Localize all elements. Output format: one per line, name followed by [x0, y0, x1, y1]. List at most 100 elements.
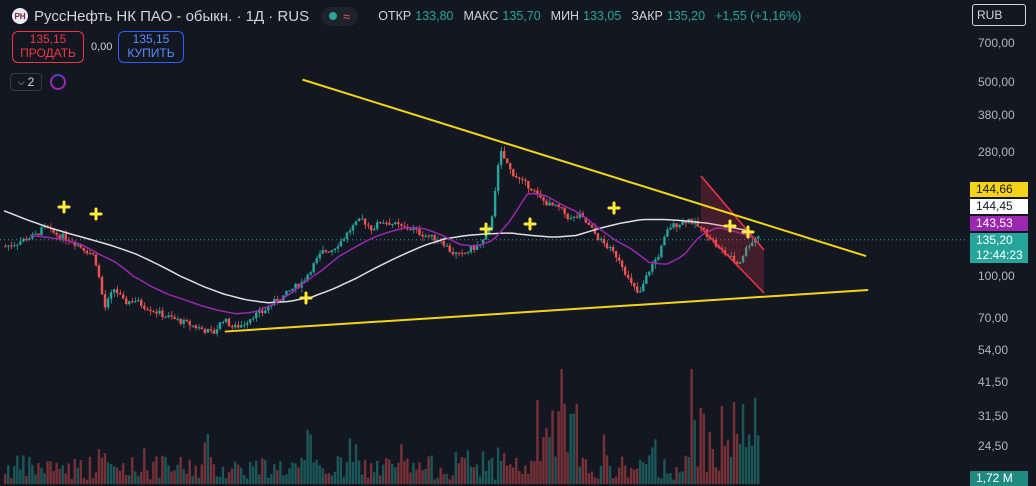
candle-body	[496, 165, 500, 191]
volume-bar	[10, 478, 13, 484]
volume-bar	[723, 445, 727, 484]
volume-bar	[439, 467, 442, 484]
candle-body	[481, 239, 485, 245]
crossover-marker-icon	[299, 291, 313, 305]
candle-body	[179, 318, 182, 324]
candle-body	[121, 294, 125, 299]
volume-bar	[536, 400, 539, 484]
candle-body	[206, 329, 210, 333]
candle-body	[85, 250, 89, 254]
volume-bar	[575, 403, 578, 484]
symbol-title[interactable]: РуссНефть НК ПАО - обыкн. · 1Д · RUS	[34, 7, 310, 25]
candle-body	[397, 222, 400, 225]
volume-bar	[448, 479, 451, 484]
volume-bar	[687, 456, 690, 484]
candle-body	[617, 257, 621, 261]
sell-label: ПРОДАТЬ	[20, 46, 76, 60]
volume-bar	[357, 460, 361, 484]
candle-body	[230, 326, 234, 328]
volume-bar	[245, 478, 249, 484]
candle-body	[146, 308, 149, 310]
last-price-badge: 135,20 12:44:23	[970, 233, 1028, 263]
candle-body	[155, 311, 158, 314]
candle-body	[52, 228, 55, 233]
market-open-icon	[329, 12, 338, 20]
candle-body	[149, 309, 152, 312]
volume-bar	[475, 464, 479, 484]
volume-bar	[239, 467, 243, 484]
candle-body	[242, 324, 246, 326]
candle-body	[131, 301, 134, 303]
volume-bar	[197, 477, 200, 484]
volume-bar	[626, 477, 630, 484]
buy-button[interactable]: 135,15 КУПИТЬ	[118, 31, 184, 63]
volume-bar	[43, 473, 46, 484]
volume-bar	[741, 403, 745, 484]
candle-body	[134, 301, 137, 303]
volume-bar	[13, 465, 16, 484]
candle-body	[750, 242, 754, 247]
volume-bar	[16, 455, 19, 484]
candle-body	[118, 293, 122, 295]
candle-body	[88, 253, 92, 255]
volume-bar	[496, 447, 500, 484]
currency-selector[interactable]: RUB	[972, 4, 1026, 26]
volume-bar	[97, 449, 101, 484]
descending-channel	[701, 176, 764, 293]
candle-body	[487, 229, 491, 234]
volume-bar	[545, 428, 548, 484]
volume-bar	[109, 464, 113, 484]
indicators-toggle[interactable]: ⌵ 2	[10, 73, 42, 91]
price-axis-tick: 24,50	[978, 439, 1009, 453]
candle-body	[185, 319, 188, 322]
volume-bar	[242, 474, 246, 484]
volume-bar	[608, 466, 612, 484]
volume-bar	[94, 472, 98, 484]
volume-bar	[599, 465, 603, 484]
candle-body	[55, 232, 58, 236]
sell-button[interactable]: 135,15 ПРОДАТЬ	[12, 31, 84, 63]
price-axis-tick: 100,00	[978, 269, 1015, 283]
volume-bar	[400, 444, 403, 484]
price-axis-tick: 54,00	[978, 343, 1009, 357]
volume-bar	[221, 466, 225, 484]
volume-bar	[366, 477, 370, 484]
volume-bar	[617, 467, 621, 484]
candle-body	[40, 227, 43, 235]
volume-bar	[699, 407, 702, 484]
volume-bar	[654, 439, 657, 484]
candle-body	[394, 222, 397, 225]
buy-price: 135,15	[132, 32, 170, 46]
volume-bar	[279, 461, 282, 484]
candle-body	[563, 207, 566, 214]
candle-body	[418, 229, 421, 235]
volume-bar	[188, 459, 191, 484]
volume-bar	[185, 473, 188, 484]
volume-bar	[333, 471, 337, 484]
volume-bar	[623, 465, 627, 484]
volume-bar	[663, 459, 666, 484]
candle-body	[672, 223, 675, 228]
company-logo: РН	[12, 8, 28, 24]
volume-bar	[52, 471, 55, 484]
volume-bar	[385, 458, 388, 484]
candle-body	[372, 228, 376, 231]
volume-bar	[309, 434, 312, 484]
candle-body	[82, 247, 86, 251]
candle-body	[599, 238, 603, 240]
market-status-pill[interactable]: ≈	[321, 6, 359, 26]
volume-bar	[648, 455, 651, 484]
candle-body	[663, 236, 666, 246]
candle-body	[744, 247, 748, 257]
candle-body	[756, 236, 760, 239]
candle-body	[369, 225, 373, 231]
volume-bar	[666, 473, 669, 484]
candle-body	[16, 244, 19, 246]
candle-body	[475, 245, 479, 250]
volume-bar	[230, 468, 234, 484]
candle-body	[666, 229, 669, 237]
candle-body	[188, 321, 191, 326]
volume-bar	[258, 474, 261, 484]
volume-bar	[248, 461, 252, 484]
